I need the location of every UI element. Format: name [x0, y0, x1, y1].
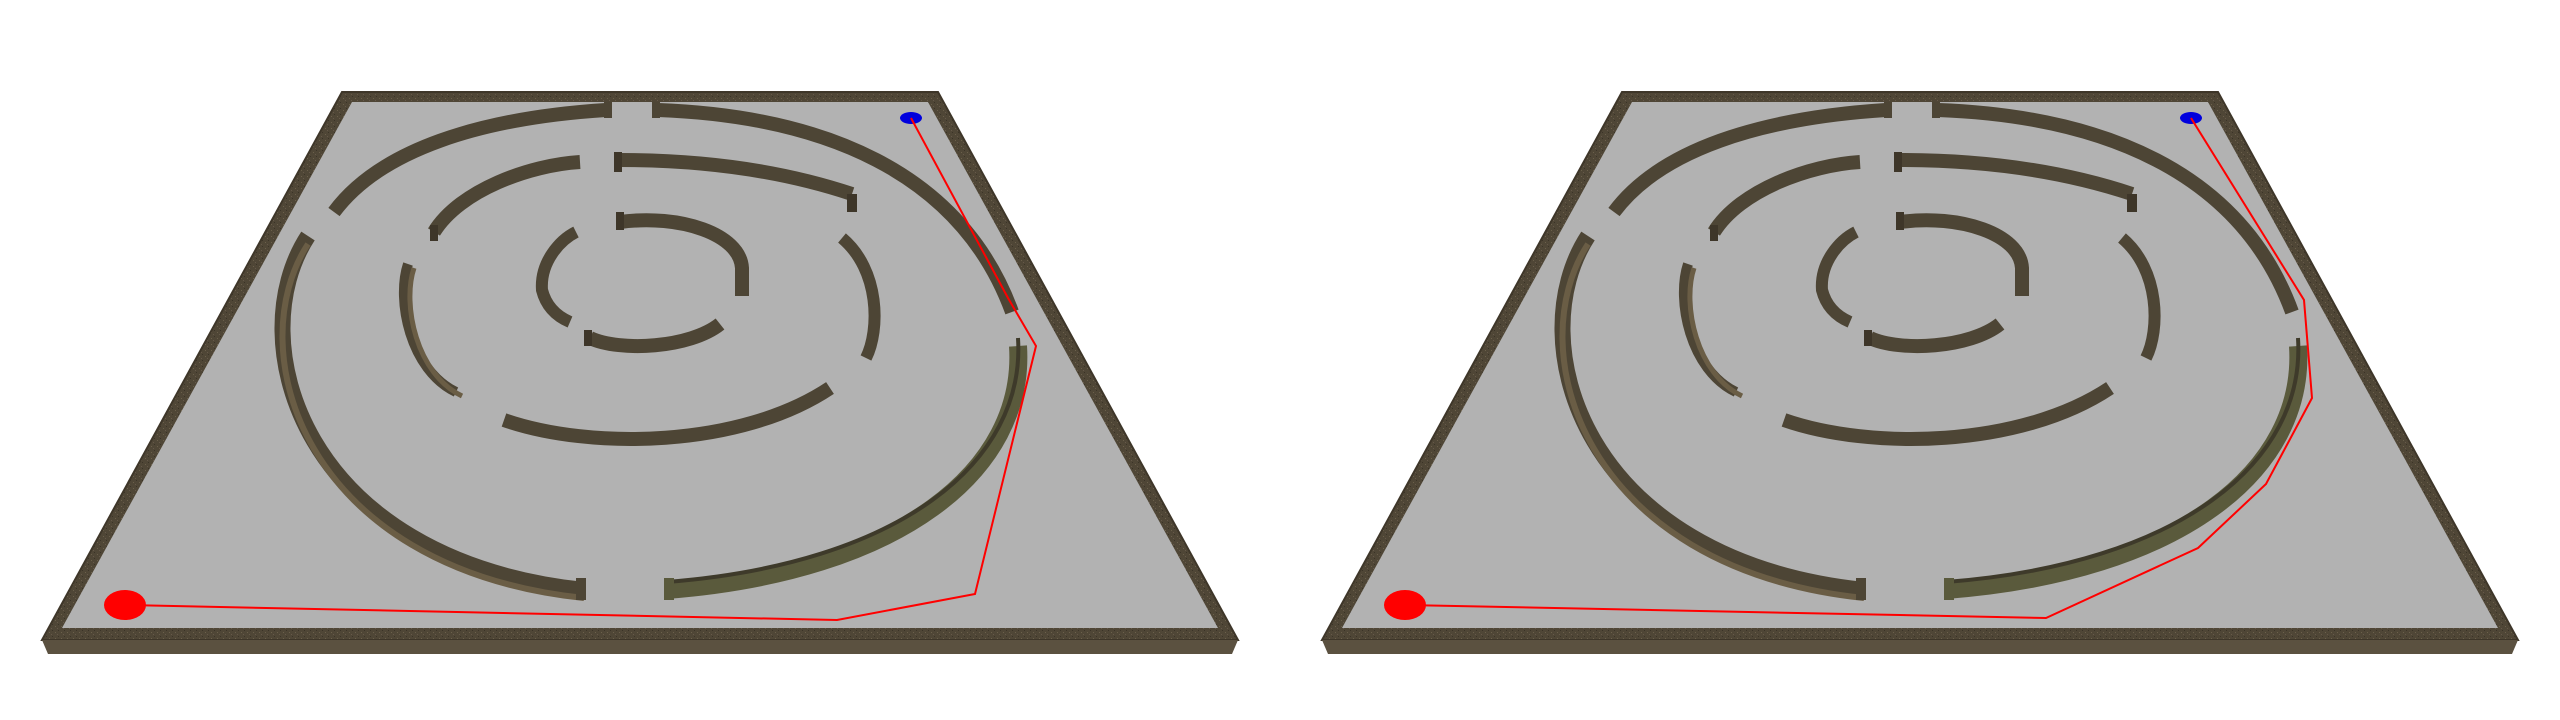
outer-ring-gap-post-right: [1932, 102, 1940, 118]
middle-ring-post-b: [1710, 225, 1718, 241]
inner-ring-walls: [535, 213, 749, 353]
middle-ring-post-a: [614, 152, 622, 172]
board-outer-wall-side: [42, 640, 1238, 654]
outer-ring-bottom-end-right: [1944, 578, 1954, 600]
outer-ring-gap-post-left: [604, 102, 612, 118]
inner-ring-walls: [1815, 213, 2029, 353]
maze-render-left: [40, 91, 1240, 654]
inner-ring-post-b: [1864, 330, 1872, 346]
middle-ring-walls: [398, 153, 881, 446]
outer-ring-bottom-end-right: [664, 578, 674, 600]
maze-panel-right: [1280, 0, 2560, 720]
planned-path: [1404, 117, 2314, 620]
inner-ring-post-b: [584, 330, 592, 346]
middle-ring-post-a: [1894, 152, 1902, 172]
middle-ring-walls: [1678, 153, 2161, 446]
outer-ring-walls: [1554, 103, 2308, 601]
board-floor: [1342, 102, 2498, 628]
board-outer-wall-side: [1322, 640, 2518, 654]
outer-ring-bottom-end-left: [1856, 578, 1866, 600]
outer-ring-gap-post-left: [1884, 102, 1892, 118]
inner-ring-post-a: [616, 212, 624, 230]
inner-ring-post-a: [1896, 212, 1904, 230]
outer-ring-gap-post-right: [652, 102, 660, 118]
board-floor: [62, 102, 1218, 628]
planned-path: [124, 117, 1038, 622]
maze-panel-left: [40, 91, 1240, 654]
outer-ring-bottom-end-left: [576, 578, 586, 600]
middle-ring-post-b: [430, 225, 438, 241]
maze-render-right: [1320, 91, 2520, 654]
